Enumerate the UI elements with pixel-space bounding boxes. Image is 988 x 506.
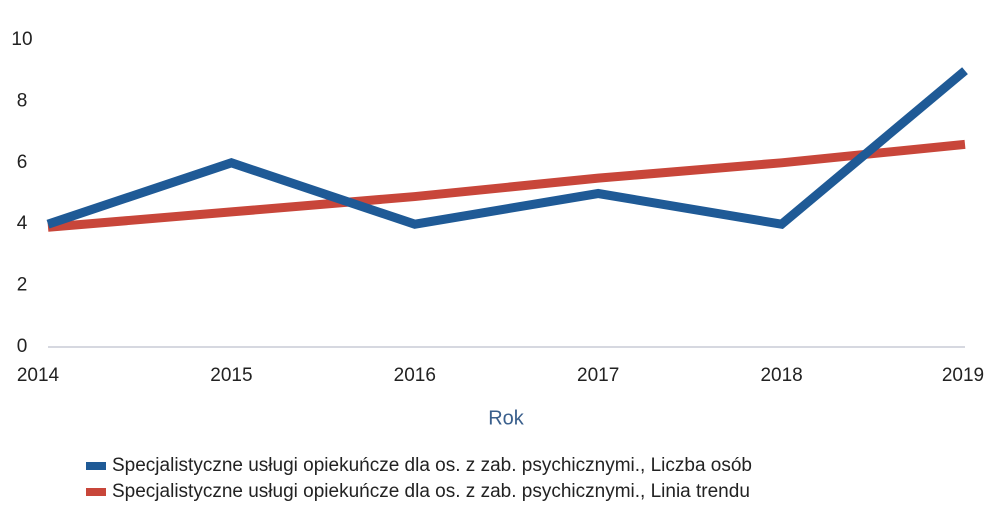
x-tick-label: 2018 [760,365,802,386]
legend-label: Specjalistyczne usługi opiekuńcze dla os… [112,481,750,502]
x-tick-label: 2017 [577,365,619,386]
x-tick-label: 2014 [17,365,60,386]
y-tick-label: 0 [17,336,28,357]
legend-label: Specjalistyczne usługi opiekuńcze dla os… [112,455,752,476]
legend-swatch [86,462,106,470]
series-line [47,139,966,232]
y-tick-label: 6 [17,152,28,173]
x-axis-label: Rok [488,407,525,429]
y-tick-label: 2 [17,275,28,296]
y-tick-label: 8 [17,90,28,111]
x-tick-label: 2019 [942,365,984,386]
y-tick-label: 4 [17,213,28,234]
legend-swatch [86,488,106,496]
series-line [46,67,968,229]
y-tick-label: 10 [11,29,32,50]
x-tick-label: 2015 [210,365,252,386]
x-tick-label: 2016 [394,365,436,386]
